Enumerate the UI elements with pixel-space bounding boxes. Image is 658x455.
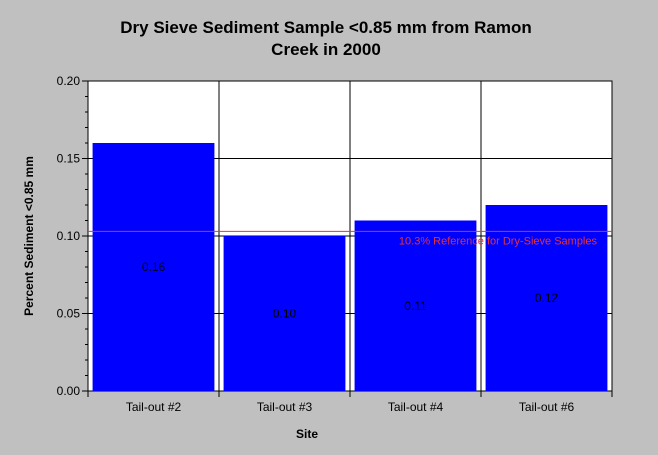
- x-tick-label-1: Tail-out #3: [257, 400, 313, 414]
- reference-line-label: 10.3% Reference for Dry-Sieve Samples: [399, 235, 598, 247]
- bars-layer: 0.16 0.10 0.11 0.12: [92, 143, 608, 391]
- x-tick-label-2: Tail-out #4: [388, 400, 444, 414]
- bar-value-label-1: 0.10: [273, 307, 297, 321]
- bar-2: [354, 220, 477, 391]
- x-tick-label-0: Tail-out #2: [126, 400, 182, 414]
- reference-layer: 10.3% Reference for Dry-Sieve Samples: [88, 230, 612, 247]
- bar-3: [485, 205, 608, 391]
- y-axis-title: Percent Sediment <0.85 mm: [22, 156, 36, 316]
- y-tick-label-3: 0.15: [57, 152, 81, 166]
- bar-value-label-0: 0.16: [142, 260, 166, 274]
- x-tick-label-3: Tail-out #6: [519, 400, 575, 414]
- y-tick-label-4: 0.20: [57, 74, 81, 88]
- bar-0: [92, 143, 215, 391]
- bar-value-label-3: 0.12: [535, 291, 559, 305]
- chart-title-line-2: Creek in 2000: [271, 40, 381, 59]
- x-axis-title: Site: [296, 427, 318, 441]
- y-tick-label-1: 0.05: [57, 307, 81, 321]
- y-tick-label-0: 0.00: [57, 384, 81, 398]
- chart-title-line-1: Dry Sieve Sediment Sample <0.85 mm from …: [120, 18, 531, 37]
- bar-value-label-2: 0.11: [404, 299, 427, 313]
- axis-layer: 0.00 0.05 0.10 0.15 0.20 Tail-out #2 Tail-out …: [57, 74, 613, 414]
- bar-1: [223, 236, 346, 391]
- y-tick-label-2: 0.10: [57, 229, 81, 243]
